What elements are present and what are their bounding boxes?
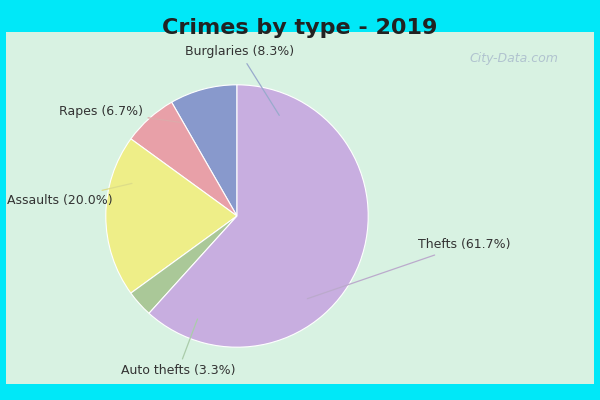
Text: Thefts (61.7%): Thefts (61.7%) [307,238,511,299]
Wedge shape [131,216,237,313]
Wedge shape [172,85,237,216]
Text: City-Data.com: City-Data.com [469,52,558,65]
Text: Burglaries (8.3%): Burglaries (8.3%) [185,46,294,115]
Text: Auto thefts (3.3%): Auto thefts (3.3%) [121,319,235,377]
Wedge shape [106,139,237,293]
Text: Assaults (20.0%): Assaults (20.0%) [7,183,132,207]
Wedge shape [131,102,237,216]
Text: Crimes by type - 2019: Crimes by type - 2019 [163,18,437,38]
Wedge shape [149,85,368,347]
Text: Rapes (6.7%): Rapes (6.7%) [59,104,181,122]
